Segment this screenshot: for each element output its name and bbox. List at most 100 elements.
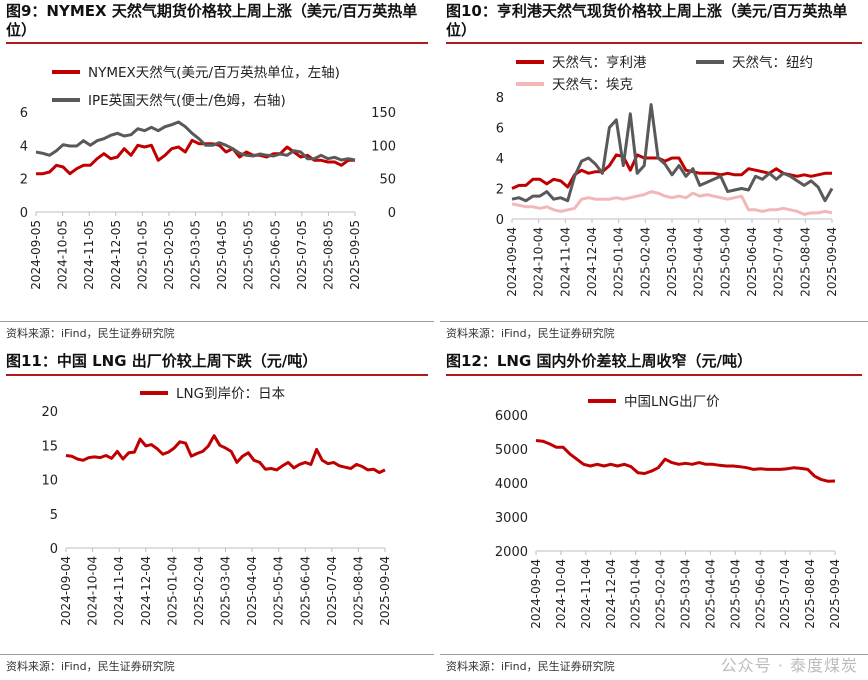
y-tick-label: 15 [41,439,58,454]
chart-henry-hub: 0 2 4 6 8 2024-09-04 2024-10-04 2024-11-04 2024-… [496,54,839,297]
x-tick-label: 2025-09-04 [828,559,842,629]
x-tick-label: 2025-02-04 [654,559,668,629]
y-tick-label: 4 [496,152,504,167]
x-tick-label: 2025-02-05 [162,220,176,290]
y-tick-label: 20 [41,405,58,420]
x-tick-label: 2025-06-05 [268,220,282,290]
legend-label: 天然气：纽约 [732,54,813,71]
x-tick-label: 2025-06-04 [298,556,312,626]
x-tick-label: 2025-07-04 [325,556,339,626]
x-tick-label: 2025-06-04 [745,227,759,297]
x-tick-label: 2024-11-05 [82,220,96,290]
x-tick-label: 2025-04-04 [245,556,259,626]
chart-panel-henry-hub: 图10：亨利港天然气现货价格较上周上涨（美元/百万英热单位） 0 2 4 6 8 2024… [440,0,868,342]
x-tick-label: 2025-09-04 [825,227,839,297]
legend-label: NYMEX天然气(美元/百万英热单位，左轴) [88,64,340,81]
x-tick-label: 2024-09-04 [529,559,543,629]
series-line-0 [535,439,836,483]
chart-panel-lng-china: 图12：LNG 国内外价差较上周收窄（元/吨） 2000 3000 4000 5000… [440,350,868,680]
x-tick-label: 2025-07-04 [772,227,786,297]
chart-title: 图12：LNG 国内外价差较上周收窄（元/吨） [446,352,862,376]
legend-label: 天然气：亨利港 [552,54,647,71]
x-tick-label: 2025-01-05 [135,220,149,290]
x-tick-label: 2025-04-05 [215,220,229,290]
x-tick-label: 2025-08-05 [321,220,335,290]
x-tick-label: 2024-09-04 [59,556,73,626]
legend-label: 天然气：埃克 [552,76,633,93]
y2-tick-label: 0 [388,206,396,221]
x-tick-label: 2025-01-04 [612,227,626,297]
chart-title: 图11：中国 LNG 出厂价较上周下跌（元/吨） [6,352,428,376]
series-line-2 [511,190,833,216]
y-tick-label: 4000 [495,477,528,492]
x-tick-label: 2025-03-05 [189,220,203,290]
x-tick-label: 2025-03-04 [679,559,693,629]
x-tick-label: 2024-11-04 [112,556,126,626]
series-line-1 [35,120,356,162]
series-line-0 [511,153,832,190]
x-tick-label: 2024-10-04 [86,556,100,626]
x-tick-label: 2025-07-04 [778,559,792,629]
x-tick-label: 2024-12-05 [109,220,123,290]
x-tick-label: 2025-04-04 [703,559,717,629]
series-line-1 [511,103,834,203]
x-tick-label: 2025-01-04 [629,559,643,629]
x-tick-label: 2025-05-04 [728,559,742,629]
x-tick-label: 2024-12-04 [585,227,599,297]
x-tick-label: 2025-01-04 [165,556,179,626]
x-tick-label: 2025-08-04 [351,556,365,626]
x-tick-label: 2024-11-04 [579,559,593,629]
x-tick-label: 2025-06-04 [753,559,767,629]
x-tick-label: 2024-10-05 [56,220,70,290]
x-tick-label: 2025-03-04 [219,556,233,626]
y-tick-label: 2000 [495,545,528,560]
y-tick-label: 0 [20,206,28,221]
y-tick-label: 8 [496,91,504,106]
y-tick-label: 6 [496,122,504,137]
y-tick-label: 5000 [495,443,528,458]
series-line-0 [36,138,355,176]
x-tick-label: 2025-08-04 [798,227,812,297]
chart-source: 资料来源：iFind，民生证券研究院 [6,327,175,340]
x-tick-label: 2025-02-04 [638,227,652,297]
x-tick-label: 2025-05-04 [272,556,286,626]
series-line-0 [65,434,386,475]
chart-source: 资料来源：iFind，民生证券研究院 [446,660,615,673]
legend-label: 中国LNG出厂价 [624,394,720,410]
x-tick-label: 2025-05-05 [242,220,256,290]
chart-lng-japan: 0 5 10 15 20 2024-09-04 2024-10-04 2024-11-04 20… [41,386,392,626]
chart-source: 资料来源：iFind，民生证券研究院 [446,327,615,340]
x-tick-label: 2024-09-04 [505,227,519,297]
x-tick-label: 2024-10-04 [554,559,568,629]
chart-title: 图9：NYMEX 天然气期货价格较上周上涨（美元/百万英热单位） [6,2,428,44]
x-tick-label: 2024-11-04 [558,227,572,297]
y-tick-label: 0 [496,213,504,228]
x-tick-label: 2025-09-05 [348,220,362,290]
y-tick-label: 0 [50,542,58,557]
x-tick-label: 2024-09-05 [29,220,43,290]
y-tick-label: 3000 [495,511,528,526]
x-tick-label: 2025-02-04 [192,556,206,626]
y2-tick-label: 50 [379,173,396,188]
y-tick-label: 5 [50,508,58,523]
x-tick-label: 2025-07-05 [295,220,309,290]
y-tick-label: 10 [41,474,58,489]
y-tick-label: 6 [20,106,28,121]
x-tick-label: 2025-03-04 [665,227,679,297]
x-tick-label: 2025-08-04 [803,559,817,629]
y2-tick-label: 100 [371,139,396,154]
x-tick-label: 2024-12-04 [139,556,153,626]
x-tick-label: 2024-10-04 [532,227,546,297]
legend-label: IPE英国天然气(便士/色姆，右轴) [88,92,286,109]
chart-lng-china: 2000 3000 4000 5000 6000 2024-09-04 2024-10-04… [495,394,842,629]
x-tick-label: 2025-09-04 [378,556,392,626]
legend-label: LNG到岸价：日本 [176,386,286,402]
chart-nymex: 0 2 4 6 0 50 100 150 2024-09-05 2024-10-05 2024-11… [20,64,396,290]
y-tick-label: 2 [496,183,504,198]
y-tick-label: 4 [20,139,28,154]
x-tick-label: 2025-05-04 [718,227,732,297]
x-tick-label: 2024-12-04 [604,559,618,629]
chart-panel-lng-japan: 图11：中国 LNG 出厂价较上周下跌（元/吨） 0 5 10 15 20 2024-09… [0,350,434,680]
y-tick-label: 2 [20,173,28,188]
chart-title: 图10：亨利港天然气现货价格较上周上涨（美元/百万英热单位） [446,2,862,44]
